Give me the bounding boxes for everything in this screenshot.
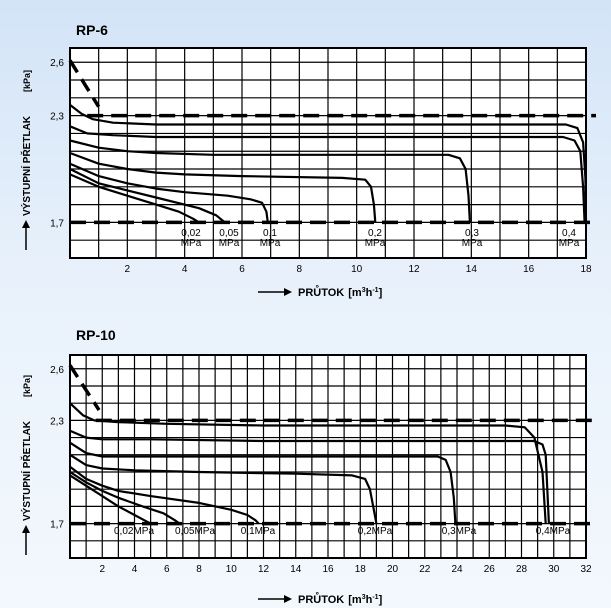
series-line-2 [69,162,269,223]
series-label: 0,1MPa [241,526,276,537]
x-axis-label-part: ] [379,594,383,606]
x-tick-label: 10 [226,564,238,575]
series-line-2 [69,465,260,525]
y-axis-unit: [kPa] [22,70,32,92]
series-label: 0,02MPa [114,526,154,537]
series-label: 0,3MPa [442,526,477,537]
series-line-5 [69,429,550,524]
chart-panel-rp-10: 0,02MPa 0,05MPa 0,1MPa 0,2MPa 0,3MPa 0,4MPa RP… [20,327,596,606]
y-tick-label: 2,3 [50,112,64,123]
x-tick-label: 20 [387,564,399,575]
series-label: 0,1 [263,228,277,239]
x-axis-label: PRŮTOK [m3h-1] [298,285,383,299]
x-tick-label: 16 [523,264,535,275]
x-tick-label: 8 [297,264,303,275]
y-tick-label: 2,6 [50,365,64,376]
x-tick-label: 18 [580,264,592,275]
series-line-0 [69,173,200,224]
x-axis-label-part: h [366,594,373,606]
series-label-unit: MPa [219,238,240,249]
x-tick-label: 28 [516,564,528,575]
y-axis-label-group: VÝSTUPNÍ PŘETLAK [kPa] [20,70,33,250]
series-label-unit: MPa [181,238,202,249]
x-axis-label-part: PRŮTOK [298,285,344,299]
series-label-unit: MPa [260,238,281,249]
x-tick-label: 22 [419,564,431,575]
chart-title: RP-6 [76,22,108,38]
x-tick-label: 8 [196,564,202,575]
x-axis-label-part: [m [348,287,362,299]
x-axis-label-part: 3 [362,594,366,601]
series-line-4 [69,139,471,223]
x-axis-label-part: h [366,287,373,299]
series-line-0 [69,474,152,525]
series-line-4 [69,441,457,524]
x-axis-label-part: -1 [372,287,378,294]
chart-panel-rp-6: 0,02MPa0,05MPa0,1MPa0,2MPa0,3MPa0,4MPaRP… [20,22,596,299]
series-label-unit: MPa [365,238,386,249]
x-tick-label: 6 [164,564,170,575]
y-tick-label: 1,7 [50,520,64,531]
series-line-6 [69,104,588,223]
x-tick-label: 4 [182,264,188,275]
series-label: 0,2MPa [358,526,393,537]
y-axis-unit: [kPa] [22,375,32,397]
x-tick-label: 30 [548,564,560,575]
y-axis-label: VÝSTUPNÍ PŘETLAK [20,420,33,521]
series-line-3 [69,151,377,223]
series-label: 0,4MPa [536,526,571,537]
chart-title: RP-10 [76,327,116,343]
series-line-1 [69,168,226,224]
series-label: 0,4 [562,228,576,239]
x-tick-label: 6 [239,264,245,275]
x-tick-label: 32 [580,564,592,575]
series-label-unit: MPa [462,238,483,249]
x-axis-arrowhead [284,288,292,296]
x-tick-label: 14 [466,264,478,275]
y-tick-label: 2,3 [50,416,64,427]
series-label: 0,3 [465,228,479,239]
series-label: 0,2 [368,228,382,239]
series-line-3 [69,453,378,524]
x-axis-label-part: 3 [362,287,366,294]
x-axis-label: PRŮTOK [m3h-1] [298,592,383,606]
y-axis-arrowhead [22,220,30,228]
x-axis-label-part: [m [348,594,362,606]
series-label: 0,02 [181,228,201,239]
dash-segment [68,59,101,108]
x-tick-label: 12 [408,264,420,275]
y-axis-label: VÝSTUPNÍ PŘETLAK [20,115,33,216]
series-line-6 [69,402,547,524]
x-tick-label: 2 [99,564,105,575]
x-axis-arrowhead [284,595,292,603]
series-line-5 [69,125,586,223]
y-axis-arrowhead [22,525,30,533]
x-tick-label: 18 [355,564,367,575]
x-tick-label: 12 [258,564,270,575]
x-tick-label: 14 [290,564,302,575]
x-tick-label: 2 [125,264,131,275]
y-tick-label: 2,6 [50,58,64,69]
x-tick-label: 26 [484,564,496,575]
dash-segment [68,364,101,412]
x-tick-label: 24 [451,564,463,575]
x-axis-label-part: ] [379,287,383,299]
y-axis-label-group: VÝSTUPNÍ PŘETLAK [kPa] [20,375,33,555]
series-label-unit: MPa [559,238,580,249]
x-axis-label-part: PRŮTOK [298,592,344,606]
x-tick-label: 16 [322,564,334,575]
y-tick-label: 1,7 [50,218,64,229]
x-axis-label-part: -1 [372,594,378,601]
series-label: 0,05 [219,228,239,239]
series-line-1 [69,471,181,525]
series-label: 0,05MPa [175,526,215,537]
x-tick-label: 10 [351,264,363,275]
x-tick-label: 4 [132,564,138,575]
